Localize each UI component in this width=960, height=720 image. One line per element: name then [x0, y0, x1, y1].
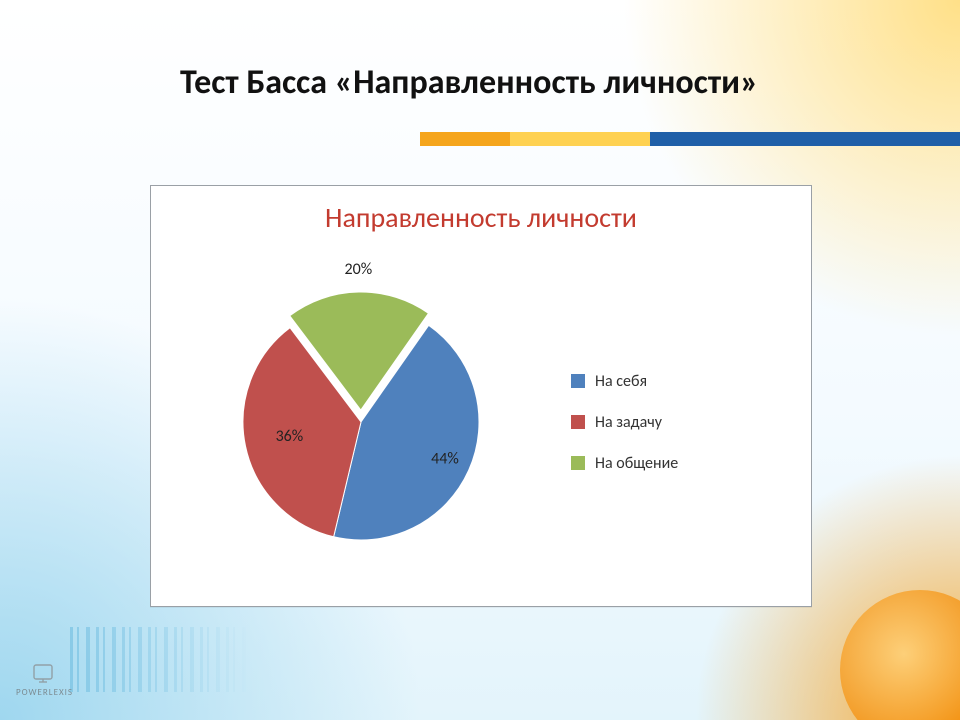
- legend-item-task: На задачу: [571, 413, 787, 432]
- legend-label-self: На себя: [595, 372, 647, 391]
- legend-swatch-task: [571, 415, 585, 429]
- pie-label-task: 36%: [276, 427, 304, 446]
- legend-label-comm: На общение: [595, 454, 678, 473]
- legend: На себя На задачу На общение: [571, 350, 811, 495]
- pie-chart: 44% 36% 20%: [201, 262, 521, 582]
- legend-swatch-self: [571, 374, 585, 388]
- chart-card: Направленность личности 44% 36% 20% На себ…: [150, 185, 812, 607]
- pie-label-self: 44%: [431, 450, 459, 469]
- chart-title: Направленность личности: [151, 200, 811, 235]
- legend-item-comm: На общение: [571, 454, 787, 473]
- slide-title: Тест Басса «Направленность личности»: [180, 65, 820, 101]
- accent-bars: [420, 132, 960, 146]
- brand-logo-text: POWERLEXIS: [16, 687, 73, 698]
- legend-swatch-comm: [571, 456, 585, 470]
- legend-item-self: На себя: [571, 372, 787, 391]
- pie-container: 44% 36% 20%: [151, 256, 571, 588]
- chart-body: 44% 36% 20% На себя На задачу На общение: [151, 256, 811, 588]
- pie-label-comm: 20%: [345, 262, 373, 279]
- decor-barcode: [70, 627, 270, 692]
- brand-logo: POWERLEXIS: [16, 663, 73, 698]
- legend-label-task: На задачу: [595, 413, 662, 432]
